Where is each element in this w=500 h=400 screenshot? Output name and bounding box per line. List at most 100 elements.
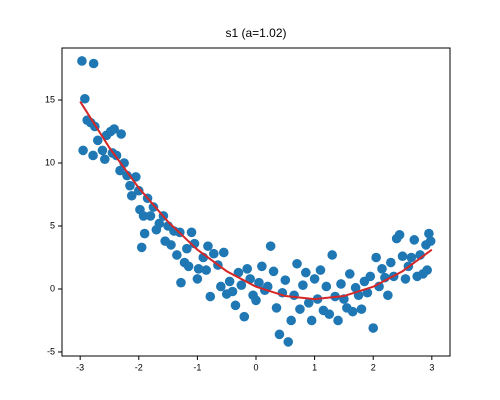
- chart-title: s1 (a=1.02): [225, 26, 286, 40]
- point: [97, 145, 108, 156]
- y-tick-label: 0: [50, 283, 55, 293]
- point: [218, 247, 229, 258]
- point: [292, 258, 302, 269]
- point: [99, 154, 110, 165]
- point: [148, 202, 159, 212]
- point: [347, 306, 358, 317]
- point: [289, 290, 299, 301]
- x-tick-label: 1: [312, 362, 317, 372]
- point: [88, 58, 99, 69]
- point: [268, 266, 279, 277]
- point: [189, 238, 200, 249]
- point: [365, 271, 376, 282]
- y-tick-label: 10: [45, 157, 55, 167]
- point: [176, 277, 186, 288]
- point: [274, 329, 285, 340]
- point: [145, 211, 156, 221]
- point: [283, 337, 294, 347]
- point: [138, 211, 149, 221]
- point: [406, 252, 417, 263]
- point: [186, 227, 197, 238]
- point: [425, 236, 436, 246]
- point: [424, 228, 434, 239]
- x-tick-label: -1: [193, 362, 201, 372]
- point: [327, 250, 337, 260]
- point: [230, 300, 241, 311]
- point: [265, 241, 276, 251]
- point: [116, 129, 126, 139]
- point: [205, 291, 216, 302]
- point: [224, 276, 235, 287]
- point: [125, 180, 135, 191]
- x-tick-label: -2: [135, 362, 143, 372]
- point: [78, 145, 88, 156]
- point: [422, 265, 432, 275]
- point: [344, 269, 355, 279]
- point: [109, 124, 119, 134]
- point: [321, 281, 332, 292]
- point: [397, 251, 408, 262]
- point: [80, 93, 90, 104]
- fit-line: [79, 101, 433, 301]
- point: [139, 228, 150, 239]
- point: [309, 274, 320, 284]
- point: [336, 279, 346, 289]
- plot-frame: [61, 47, 451, 357]
- point: [193, 264, 204, 274]
- point: [251, 295, 261, 306]
- point: [324, 309, 335, 319]
- point: [227, 286, 238, 297]
- point: [306, 315, 317, 326]
- point: [394, 230, 405, 240]
- point: [386, 257, 396, 268]
- point: [77, 56, 87, 66]
- point: [133, 185, 144, 196]
- point: [257, 261, 267, 272]
- point: [368, 323, 379, 333]
- point: [371, 252, 381, 263]
- point: [209, 248, 219, 259]
- y-tick-label: 15: [45, 94, 55, 104]
- point: [122, 170, 132, 181]
- point: [315, 265, 326, 275]
- point: [303, 298, 314, 308]
- point: [166, 240, 176, 250]
- point: [356, 304, 367, 314]
- point: [286, 315, 296, 326]
- x-tick-label: 0: [253, 362, 258, 372]
- point: [115, 165, 125, 176]
- point: [92, 135, 103, 146]
- point: [136, 242, 147, 253]
- y-tick-label: 5: [50, 220, 55, 230]
- point: [295, 304, 305, 314]
- point: [409, 235, 420, 245]
- point: [301, 267, 311, 278]
- point: [377, 264, 387, 274]
- x-tick-label: 2: [371, 362, 376, 372]
- point: [154, 218, 165, 229]
- point: [203, 241, 213, 251]
- point: [182, 243, 192, 254]
- point: [271, 303, 282, 313]
- point: [233, 267, 244, 278]
- point: [280, 275, 291, 285]
- point: [201, 265, 211, 275]
- point: [192, 274, 203, 284]
- point: [383, 290, 393, 301]
- point: [172, 250, 182, 260]
- point: [400, 274, 411, 284]
- point: [88, 150, 98, 161]
- point: [183, 261, 194, 272]
- point: [242, 264, 253, 274]
- point: [333, 315, 343, 326]
- point: [239, 311, 250, 322]
- point: [216, 281, 226, 292]
- x-tick-label: -3: [76, 362, 84, 372]
- point: [126, 190, 137, 201]
- point: [254, 277, 264, 288]
- point: [350, 282, 361, 293]
- point: [298, 280, 308, 291]
- x-tick-label: 3: [429, 362, 434, 372]
- point: [236, 280, 247, 291]
